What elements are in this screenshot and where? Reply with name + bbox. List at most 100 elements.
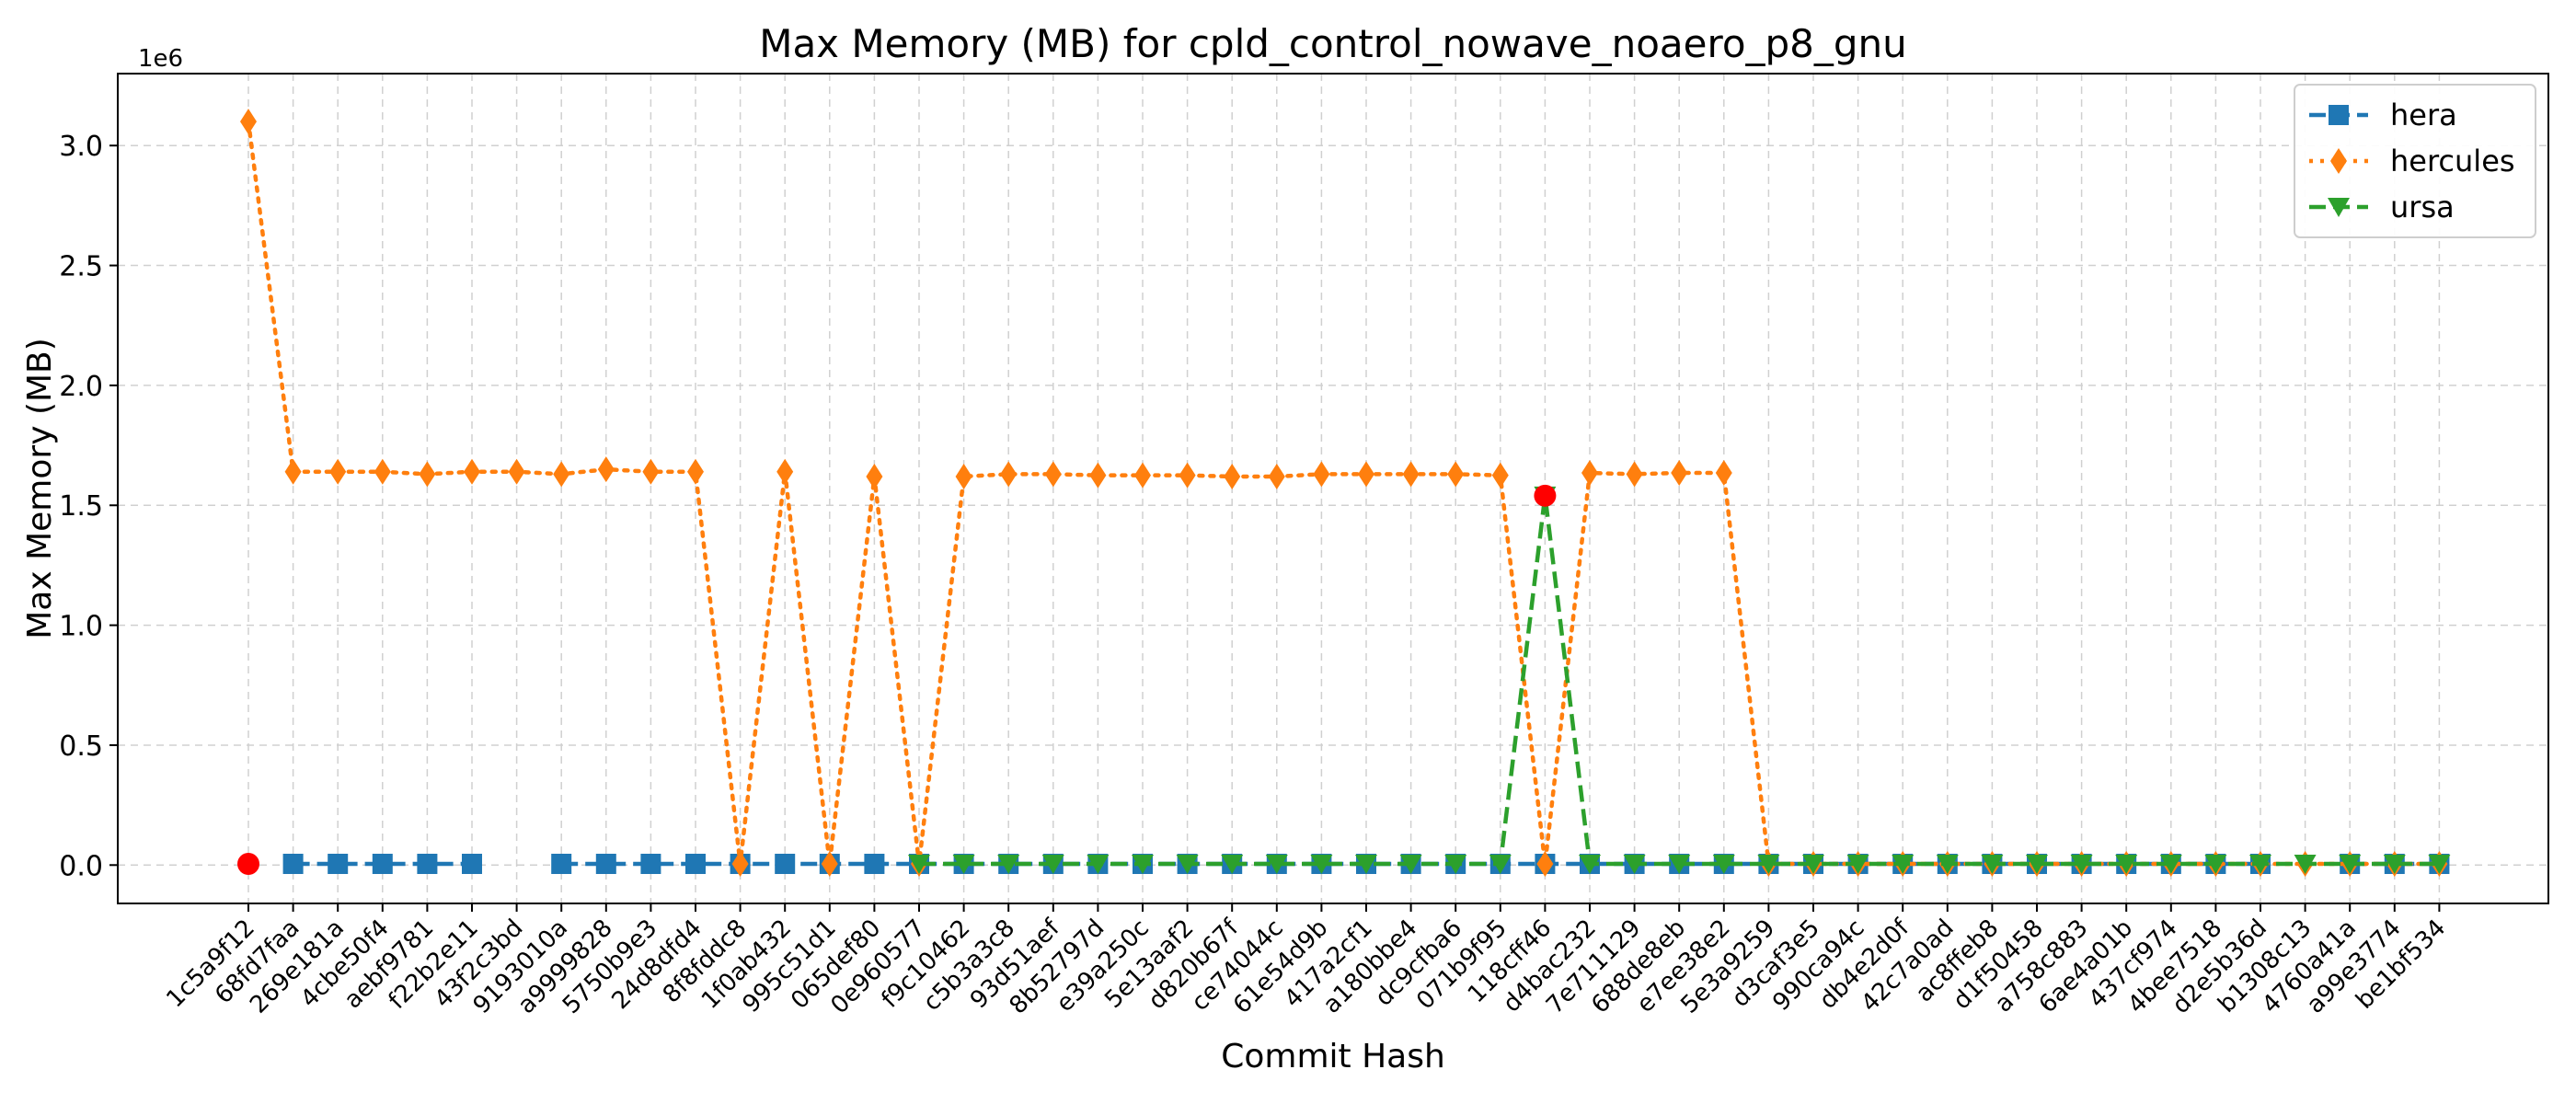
data-point-ursa [1892,854,1915,874]
legend-label-hercules: hercules [2390,144,2515,178]
data-point-ursa [1265,854,1288,874]
data-point-ursa [2249,854,2271,874]
data-point-hercules [1536,850,1554,877]
data-point-hercules [1715,460,1732,487]
legend-marker-hercules [2330,148,2347,174]
data-point-ursa [1399,854,1422,874]
data-point-ursa [1981,854,2004,874]
data-point-ursa [997,854,1020,874]
data-point-hercules [508,458,525,485]
data-point-ursa [2204,854,2227,874]
y-axis-offset-label: 1e6 [138,45,183,73]
y-tick-label: 2.0 [59,371,103,403]
data-point-ursa [1444,854,1467,874]
data-point-ursa [1176,854,1199,874]
data-point-hercules [374,458,391,485]
data-point-hercules [1402,461,1420,488]
data-point-ursa [2383,854,2406,874]
x-axis-label: Commit Hash [1221,1038,1445,1075]
data-point-hercules [1626,461,1643,488]
data-point-hercules [1671,460,1688,487]
data-point-hercules [1089,462,1107,489]
data-point-hercules [642,458,660,485]
y-axis-label: Max Memory (MB) [21,338,59,639]
data-point-hera [328,853,349,874]
data-point-ursa [908,854,930,874]
data-point-ursa [1846,854,1869,874]
data-point-hercules [1447,461,1465,488]
legend-label-hera: hera [2390,98,2457,132]
grid-lines [118,74,2548,903]
legend-label-ursa: ursa [2390,190,2455,224]
data-point-ursa [2294,854,2317,874]
series-ursa [908,486,2451,874]
data-point-hera [551,853,572,874]
data-point-hercules [687,458,704,485]
data-point-hera [864,853,885,874]
data-point-ursa [2339,854,2362,874]
data-point-ursa [1087,854,1110,874]
data-point-ursa [2115,854,2138,874]
data-point-ursa [2070,854,2093,874]
y-tick-label: 0.0 [59,850,103,882]
plot-frame [117,73,2549,904]
data-point-hercules [597,456,615,483]
data-point-ursa [1489,854,1512,874]
data-point-ursa [2026,854,2048,874]
data-point-hercules [1000,461,1018,488]
legend: hera hercules ursa [2294,84,2536,238]
data-point-hera [685,853,706,874]
data-point-ursa [1668,854,1691,874]
data-point-ursa [1757,854,1780,874]
y-tick-label: 1.0 [59,611,103,643]
data-point-ursa [1221,854,1244,874]
legend-marker-hera [2329,105,2349,125]
data-point-ursa [1355,854,1377,874]
data-point-ursa [1041,854,1064,874]
data-point-hercules [955,463,972,489]
data-point-ursa [1712,854,1735,874]
data-point-ursa [1936,854,1959,874]
data-point-hercules [1581,460,1598,487]
highlight-point [1534,484,1557,507]
data-point-hercules [1313,461,1330,488]
data-point-hera [640,853,661,874]
data-point-hera [372,853,393,874]
data-point-ursa [2159,854,2182,874]
legend-box [2294,84,2536,238]
data-point-hercules [553,461,570,488]
data-point-hera [775,853,796,874]
highlight-point [237,852,259,875]
data-point-hercules [1224,463,1241,489]
data-point-ursa [1623,854,1646,874]
data-point-hera [417,853,438,874]
data-point-ursa [2428,854,2451,874]
data-point-hercules [284,458,302,485]
data-point-ursa [1802,854,1824,874]
chart-title: Max Memory (MB) for cpld_control_nowave_… [759,21,1907,66]
data-point-hercules [776,458,794,485]
data-point-ursa [1579,854,1601,874]
y-tick-label: 3.0 [59,131,103,163]
data-point-hercules [866,463,883,489]
y-tick-label: 1.5 [59,490,103,523]
data-point-hercules [821,850,838,877]
y-tick-label: 0.5 [59,730,103,763]
data-point-hercules [464,458,480,485]
data-point-hercules [1179,462,1196,489]
series-layer [237,109,2451,877]
data-point-hera [462,853,482,874]
data-point-ursa [1132,854,1154,874]
data-point-hera [282,853,304,874]
data-point-hercules [1044,461,1062,488]
data-point-hercules [1268,463,1285,489]
data-point-hercules [240,109,257,135]
series-hercules [240,109,2448,877]
data-point-hera [595,853,616,874]
data-point-hercules [1134,462,1151,489]
y-tick-label: 2.5 [59,251,103,283]
data-point-ursa [1310,854,1333,874]
data-point-hercules [419,461,436,488]
legend-marker-ursa [2328,198,2350,217]
